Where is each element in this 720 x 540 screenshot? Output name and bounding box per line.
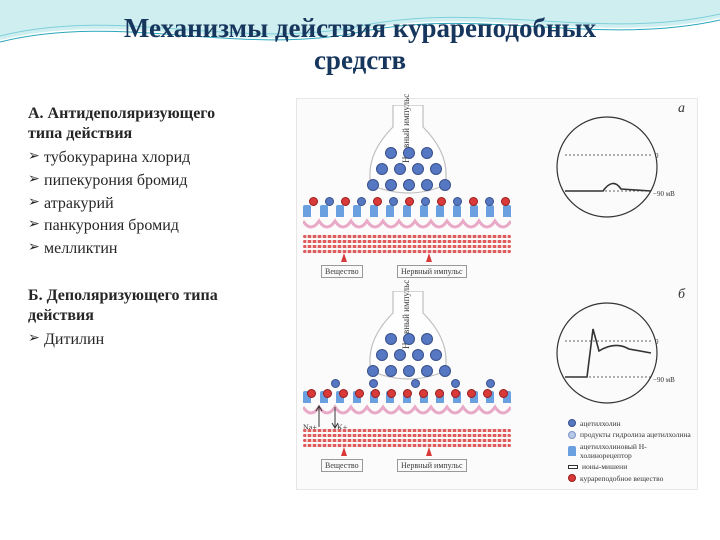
ach-vesicle <box>421 179 433 191</box>
list-item: мелликтин <box>28 239 288 260</box>
figure-legend: ацетилхолин продукты гидролиза ацетилхол… <box>568 419 693 485</box>
svg-text:0: 0 <box>655 338 659 346</box>
section-a-header: А. Антидеполяризующего типа действия <box>28 104 288 144</box>
legend-label: продукты гидролиза ацетилхолина <box>580 430 691 439</box>
ach-vesicle <box>403 147 415 159</box>
list-item: пипекурония бромид <box>28 171 288 192</box>
legend-label: ацетилхолиновый Н-холинорецептор <box>580 442 693 461</box>
ach-vesicle <box>394 163 406 175</box>
ach-vesicle <box>385 179 397 191</box>
legend-channel-icon <box>568 465 578 469</box>
slide-title: Механизмы действия курареподобных средст… <box>0 0 720 77</box>
ach-vesicle <box>367 179 379 191</box>
arrow-up-icon <box>426 253 432 262</box>
ach-vesicle <box>430 163 442 175</box>
legend-ach-icon <box>568 419 576 427</box>
drug-dot <box>309 197 318 206</box>
title-line-1: Механизмы действия курареподобных <box>124 13 596 43</box>
list-item: Дитилин <box>28 330 288 351</box>
svg-text:−90 мВ: −90 мВ <box>653 376 675 384</box>
ach-dot <box>325 197 334 206</box>
graph-b: 0 −90 мВ <box>543 299 683 419</box>
text-content: А. Антидеполяризующего типа действия туб… <box>28 100 288 353</box>
ach-vesicle <box>403 179 415 191</box>
graph-a: 0 −90 мВ <box>543 113 683 233</box>
arrow-up-icon <box>341 253 347 262</box>
diagram-figure: а б Нервный импульс <box>296 98 698 490</box>
label-substance: Вещество <box>321 459 363 472</box>
list-item: тубокурарина хлорид <box>28 148 288 169</box>
section-b-header-l1: Б. Деполяризующего типа <box>28 287 218 304</box>
label-impulse-box: Нервный импульс <box>397 265 467 278</box>
legend-receptor-icon <box>568 446 576 456</box>
list-item: панкурония бромид <box>28 216 288 237</box>
label-substance: Вещество <box>321 265 363 278</box>
svg-text:−90 мВ: −90 мВ <box>653 190 675 198</box>
ach-vesicle <box>421 147 433 159</box>
postsynaptic-membrane <box>303 217 511 235</box>
list-item: атракурий <box>28 194 288 215</box>
ach-vesicle <box>412 163 424 175</box>
section-a-header-l2: типа действия <box>28 125 132 142</box>
title-line-2: средств <box>314 45 406 75</box>
ach-vesicle <box>439 179 451 191</box>
legend-label: ацетилхолин <box>580 419 621 428</box>
muscle-fibers <box>303 235 511 259</box>
legend-label: ионы-мишени <box>582 462 627 471</box>
receptor-icon <box>303 205 311 217</box>
section-a-header-l1: А. Антидеполяризующего <box>28 105 215 122</box>
legend-drug-icon <box>568 474 576 482</box>
section-b-header-l2: действия <box>28 307 94 324</box>
ach-vesicle <box>385 147 397 159</box>
svg-text:0: 0 <box>655 152 659 160</box>
ach-vesicle <box>376 163 388 175</box>
legend-label: курареподобное вещество <box>580 474 663 483</box>
legend-hydro-icon <box>568 431 576 439</box>
section-b-header: Б. Деполяризующего типа действия <box>28 286 288 326</box>
label-impulse-box: Нервный импульс <box>397 459 467 472</box>
